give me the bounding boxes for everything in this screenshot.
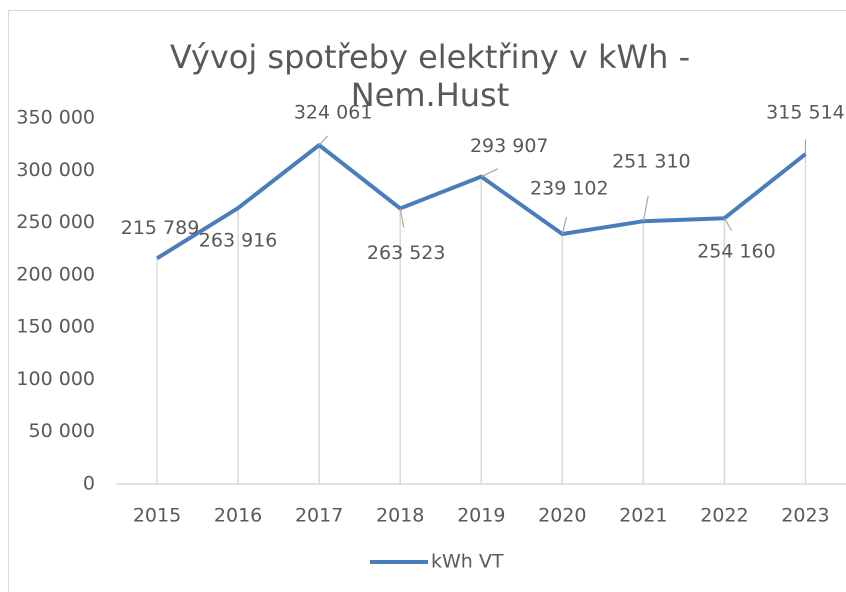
data-label: 263 916 [199,230,278,252]
y-tick-label: 100 000 [16,368,95,390]
data-label: 215 789 [121,217,200,239]
leader-line [642,195,649,222]
data-label: 324 061 [294,102,373,124]
data-label: 254 160 [697,241,776,263]
legend-label: kWh VT [431,551,504,573]
y-tick-label: 0 [83,473,95,495]
x-tick-label: 2021 [619,505,667,527]
data-label: 315 514 [766,102,845,124]
y-tick-label: 250 000 [16,211,95,233]
y-tick-label: 50 000 [29,420,95,442]
chart-border [8,10,846,592]
leader-line [480,168,499,178]
x-tick-label: 2015 [133,505,181,527]
y-tick-label: 350 000 [16,107,95,129]
data-label: 263 523 [367,242,446,264]
leader-line [399,208,405,228]
x-tick-label: 2016 [214,505,262,527]
x-tick-label: 2018 [376,505,424,527]
data-label: 293 907 [470,135,549,157]
y-tick-label: 150 000 [16,316,95,338]
x-tick-label: 2020 [538,505,586,527]
x-tick-label: 2023 [781,505,829,527]
chart-title: Vývoj spotřeby elektřiny v kWh - Nem.Hus… [169,38,691,114]
x-tick-label: 2022 [700,505,748,527]
data-label: 239 102 [530,177,609,199]
leader-line [561,216,568,235]
y-tick-label: 200 000 [16,263,95,285]
data-label: 251 310 [612,151,691,173]
leader-line [723,217,733,231]
x-tick-label: 2019 [457,505,505,527]
y-tick-label: 300 000 [16,159,95,181]
x-tick-label: 2017 [295,505,343,527]
leader-line [318,135,328,146]
